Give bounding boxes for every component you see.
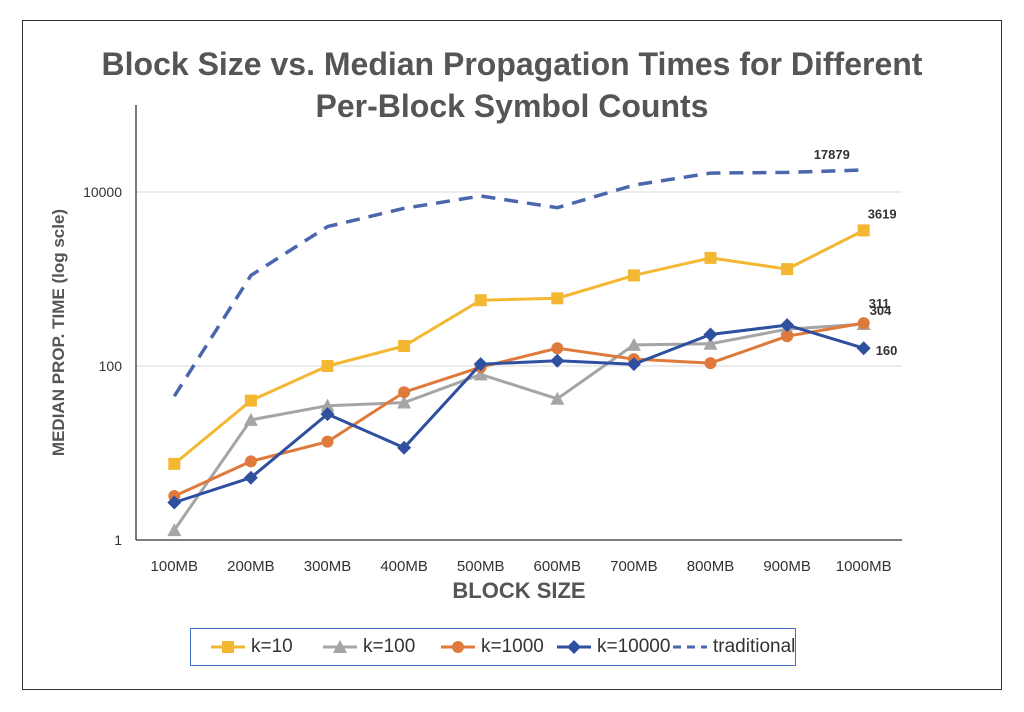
series-k-1000-point [244,455,257,468]
series-k-100-point [626,337,641,351]
series-k-100-line [173,322,864,531]
legend-swatch-icon [211,641,245,653]
legend-swatch-icon [323,640,357,653]
series-traditional-line [172,168,864,398]
x-tick-label: 900MB [763,558,811,575]
series-k-10-point [704,251,717,264]
series-k-10000-point [397,440,412,455]
y-tick-label: 10000 [83,184,122,200]
legend-label: k=1000 [481,636,544,657]
series-k-1000-point [551,342,564,355]
y-tick-label: 100 [99,358,123,374]
legend-swatch-icon [673,645,707,649]
series-k-10000-point [473,357,488,372]
series-k-10000-point [243,470,258,485]
x-tick-label: 100MB [151,558,199,575]
series-k-1000-point [704,357,717,370]
chart-frame [22,20,1002,690]
data-label: 160 [876,343,898,358]
series-k-10-point [551,292,564,305]
x-tick-label: 500MB [457,558,505,575]
series-k-100-point [703,336,718,350]
legend-swatch-icon [557,640,591,654]
x-axis-title: BLOCK SIZE [452,578,585,603]
y-tick-label: 1 [114,532,122,548]
series-k-10-point [321,360,334,372]
series-k-100-point [397,395,412,409]
x-tick-label: 1000MB [836,558,892,575]
series-k-10-point [398,339,411,352]
y-axis-title: MEDIAN PROP. TIME (log scle) [49,209,68,456]
series-k-10000-point [167,495,182,510]
series-k-10000-point [626,357,641,372]
data-label: 3619 [868,206,897,221]
series-k-10-point [168,457,181,470]
legend-item-k-10000: k=10000 [555,629,670,665]
x-tick-label: 200MB [227,558,275,575]
data-label: 17879 [814,147,850,162]
series-k-10000-line [173,323,865,504]
series-k-10000-point [703,327,718,342]
legend-label: k=100 [363,636,416,657]
series-k-1000-point [321,435,334,448]
series-k-10-point [244,394,257,407]
series-k-10-point [627,269,640,282]
series-k-10000-point [550,353,565,368]
legend-item-k-100: k=100 [321,629,415,665]
series-k-100-point [243,412,258,426]
series-k-10-point [474,294,487,307]
data-label: 304 [870,303,892,318]
legend-item-k-10: k=10 [209,629,293,665]
x-tick-label: 600MB [534,558,582,575]
x-tick-label: 300MB [304,558,352,575]
series-k-1000-line [173,321,864,498]
series-k-1000-point [781,330,794,343]
series-k-1000-point [398,386,411,399]
series-k-10000-point [780,318,795,333]
legend-swatch-icon [441,641,475,653]
series-k-10000-point [320,407,335,422]
x-tick-label: 400MB [380,558,428,575]
chart-title-line2: Per-Block Symbol Counts [315,88,709,124]
x-tick-label: 800MB [687,558,735,575]
chart-legend: k=10 k=100 k=1000 k=10000 traditional [190,628,796,666]
series-k-10-line [173,229,865,466]
legend-item-traditional: traditional [671,629,795,665]
series-k-10000-point [856,341,871,356]
chart-title-line1: Block Size vs. Median Propagation Times … [101,46,923,82]
legend-label: traditional [713,636,796,657]
data-label: 311 [869,296,890,311]
series-k-10-point [781,263,794,276]
series-k-100-point [473,367,488,381]
series-k-100-point [550,391,565,405]
legend-item-k-1000: k=1000 [439,629,544,665]
x-tick-label: 700MB [610,558,658,575]
legend-label: k=10 [251,636,293,657]
series-k-10-point [857,224,870,237]
series-k-1000-point [857,317,870,330]
series-k-100-point [320,398,335,412]
series-k-100-point [167,523,182,537]
legend-label: k=10000 [597,636,671,657]
